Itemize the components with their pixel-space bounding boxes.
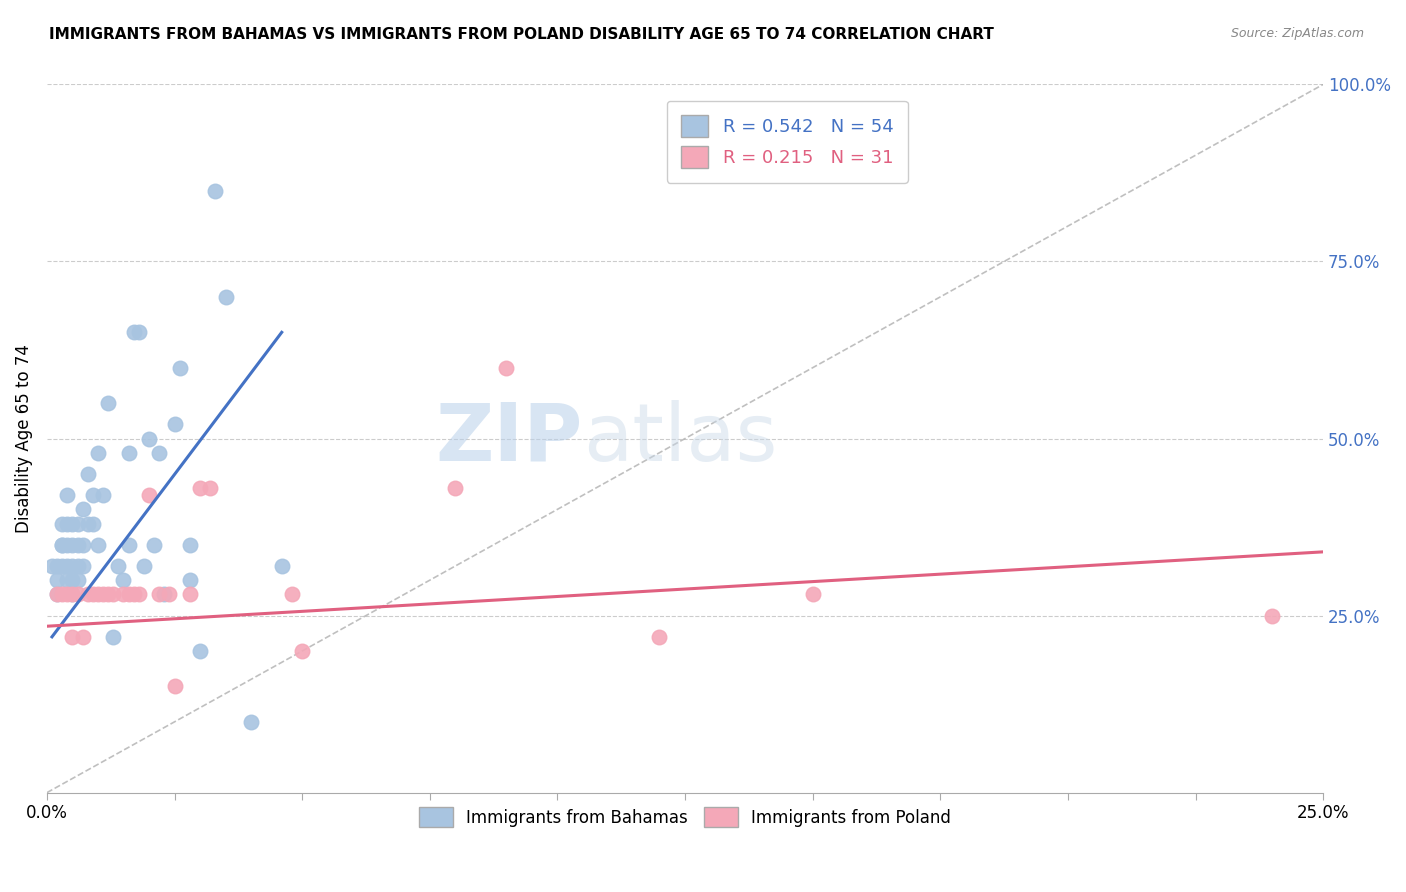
Point [56,538,79,552]
Point [66,538,89,552]
Point [179,573,201,587]
Point [62,559,84,574]
Text: Source: ZipAtlas.com: Source: ZipAtlas.com [1230,27,1364,40]
Point [76,516,98,531]
Point [132,559,155,574]
Point [495,360,517,375]
Point [66,587,89,601]
Point [46,559,69,574]
Point [117,587,139,601]
Point [128,326,150,340]
Point [51,538,73,552]
Point [51,538,73,552]
Point [62,573,84,587]
Point [91,587,114,601]
Point [163,680,186,694]
Point [148,587,170,601]
Point [82,516,104,531]
Point [163,417,186,432]
Point [51,516,73,531]
Point [62,587,84,601]
Point [66,573,89,587]
Point [82,488,104,502]
Point [62,587,84,601]
Point [204,184,226,198]
Point [62,630,84,644]
Point [56,587,79,601]
Point [103,587,125,601]
Point [122,326,145,340]
Point [72,502,94,516]
Point [51,559,73,574]
Point [76,467,98,481]
Point [188,481,211,495]
Point [153,587,176,601]
Text: atlas: atlas [583,400,778,477]
Point [143,538,166,552]
Point [112,573,135,587]
Point [103,630,125,644]
Point [56,488,79,502]
Point [87,446,110,460]
Point [240,714,263,729]
Point [87,538,110,552]
Point [157,587,180,601]
Point [51,587,73,601]
Point [188,644,211,658]
Point [169,360,191,375]
Point [281,587,304,601]
Legend: Immigrants from Bahamas, Immigrants from Poland: Immigrants from Bahamas, Immigrants from… [412,800,957,834]
Point [46,573,69,587]
Point [200,481,222,495]
Point [46,587,69,601]
Point [46,587,69,601]
Point [72,630,94,644]
Point [117,446,139,460]
Text: IMMIGRANTS FROM BAHAMAS VS IMMIGRANTS FROM POLAND DISABILITY AGE 65 TO 74 CORREL: IMMIGRANTS FROM BAHAMAS VS IMMIGRANTS FR… [49,27,994,42]
Point [62,538,84,552]
Point [179,538,201,552]
Point [66,559,89,574]
Point [148,446,170,460]
Point [648,630,671,644]
Point [214,290,236,304]
Point [72,559,94,574]
Point [56,516,79,531]
Point [56,573,79,587]
Point [91,488,114,502]
Point [82,587,104,601]
Point [107,559,129,574]
Point [62,516,84,531]
Point [87,587,110,601]
Point [801,587,824,601]
Y-axis label: Disability Age 65 to 74: Disability Age 65 to 74 [15,344,32,533]
Point [138,488,160,502]
Point [444,481,467,495]
Point [179,587,201,601]
Text: ZIP: ZIP [436,400,583,477]
Point [72,538,94,552]
Point [117,538,139,552]
Point [56,559,79,574]
Point [128,587,150,601]
Point [291,644,314,658]
Point [1261,608,1284,623]
Point [66,516,89,531]
Point [97,396,120,410]
Point [138,432,160,446]
Point [270,559,292,574]
Point [97,587,120,601]
Point [122,587,145,601]
Point [76,587,98,601]
Point [112,587,135,601]
Point [41,559,63,574]
